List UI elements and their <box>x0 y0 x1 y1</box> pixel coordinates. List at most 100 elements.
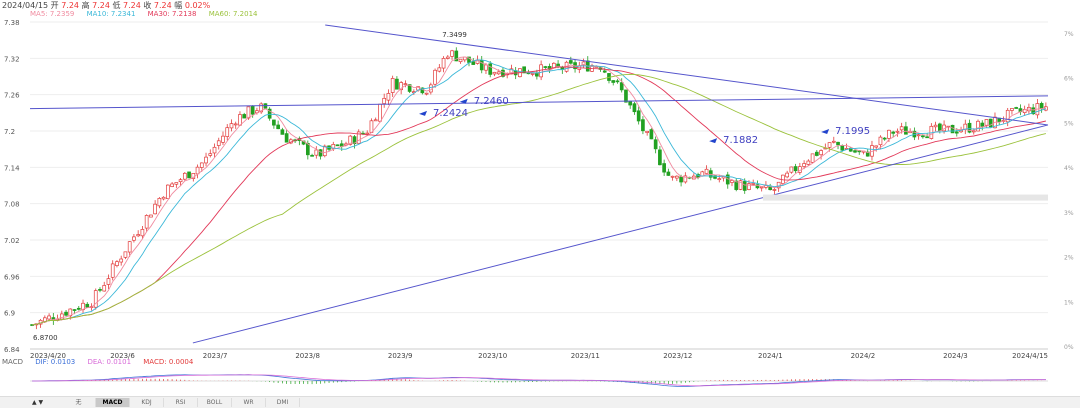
candle-body <box>683 175 688 183</box>
low-value: 7.24 <box>123 1 141 10</box>
candle-body <box>272 119 276 126</box>
candle-body <box>238 114 242 126</box>
candle-body <box>445 56 450 59</box>
candle-body <box>233 123 238 126</box>
candle-body <box>535 72 539 77</box>
x-tick-label: 2023/9 <box>388 352 413 360</box>
y2-tick-label: 5% <box>1064 120 1074 127</box>
candle-body <box>221 135 225 143</box>
candle-body <box>615 80 620 83</box>
candle-body <box>378 103 382 122</box>
candle-body <box>789 166 794 173</box>
macd-legend: MACD DIF: 0.0103 DEA: 0.0101 MACD: 0.000… <box>2 358 203 366</box>
candle-body <box>810 153 815 163</box>
price-annotation: 7.3499 <box>442 31 467 39</box>
candle-body <box>488 63 493 75</box>
candle-body <box>110 263 115 278</box>
candle-body <box>742 181 747 191</box>
candle-body <box>115 261 119 266</box>
tab-rsi[interactable]: RSI <box>164 398 198 407</box>
tab-wr[interactable]: WR <box>232 398 266 407</box>
candle-body <box>530 73 535 75</box>
y-tick-label: 7.32 <box>4 55 20 63</box>
candle-body <box>386 93 391 101</box>
candle-body <box>950 124 955 134</box>
candle-body <box>174 182 179 185</box>
candle-body <box>853 150 857 153</box>
support-band <box>762 194 1048 201</box>
candle-body <box>166 184 170 199</box>
x-tick-label: 2023/10 <box>478 352 507 360</box>
candle-body <box>390 78 395 93</box>
candle-body <box>242 114 247 119</box>
macd-legend-title: MACD <box>2 358 23 366</box>
candle-body <box>938 123 942 131</box>
change-label: 幅 <box>174 1 183 10</box>
scroll-arrows[interactable]: ▲ ▼ <box>32 399 44 406</box>
candle-body <box>140 229 145 237</box>
ma-legend: MA5: 7.2359 MA10: 7.2341 MA30: 7.2138 MA… <box>30 10 268 18</box>
candle-body <box>450 50 454 57</box>
high-value: 7.24 <box>92 1 110 10</box>
trendline <box>29 95 1049 110</box>
candle-body <box>178 179 183 183</box>
candle-body <box>267 108 272 119</box>
price-annotation: 7.1882 <box>723 135 758 146</box>
candle-body <box>649 129 654 140</box>
tab-dmi[interactable]: DMI <box>266 398 300 407</box>
candle-body <box>187 171 191 179</box>
x-tick-label: 2024/1 <box>758 352 783 360</box>
candle-body <box>933 124 938 128</box>
candle-body <box>759 186 764 189</box>
candle-body <box>916 134 921 137</box>
candle-body <box>658 149 662 166</box>
candle-body <box>602 70 607 73</box>
candle-body <box>666 171 671 176</box>
candle-body <box>305 142 310 156</box>
x-tick-label: 2023/11 <box>571 352 600 360</box>
candle-body <box>373 119 378 122</box>
tab-macd[interactable]: MACD <box>96 398 130 407</box>
candle-body <box>887 129 891 139</box>
tab-none[interactable]: 无 <box>62 398 96 407</box>
candle-body <box>314 149 319 156</box>
candle-body <box>280 129 285 135</box>
y2-tick-label: 7% <box>1064 31 1074 38</box>
candle-body <box>276 124 280 130</box>
candle-body <box>836 141 840 146</box>
tab-boll[interactable]: BOLL <box>198 398 232 407</box>
x-tick-label: 2023/6 <box>110 352 135 360</box>
candle-body <box>484 64 488 71</box>
header-date: 2024/04/15 <box>2 1 49 10</box>
candle-body <box>785 172 789 178</box>
candle-body <box>636 110 641 122</box>
y2-tick-label: 3% <box>1064 210 1074 217</box>
candle-body <box>1039 103 1044 110</box>
candle-body <box>98 289 102 291</box>
y2-tick-label: 6% <box>1064 76 1074 83</box>
candle-body <box>899 126 904 131</box>
candle-body <box>670 175 675 178</box>
candle-body <box>734 180 739 190</box>
candle-body <box>802 163 806 167</box>
candle-body <box>458 58 463 63</box>
candle-body <box>925 136 929 139</box>
y2-tick-label: 0% <box>1064 344 1074 351</box>
tab-kdj[interactable]: KDJ <box>130 398 164 407</box>
candle-body <box>704 168 709 174</box>
candle-body <box>149 214 153 218</box>
y2-tick-label: 2% <box>1064 255 1074 262</box>
candle-body <box>971 130 976 133</box>
candle-body <box>246 106 251 119</box>
ma30-legend: MA30: 7.2138 <box>147 10 197 18</box>
candle-body <box>471 61 476 65</box>
candle-body <box>806 160 811 165</box>
candle-body <box>144 215 149 229</box>
dea-legend: DEA: 0.0101 <box>87 358 132 366</box>
candle-body <box>441 58 446 69</box>
annotation-arrow <box>709 138 718 144</box>
candle-body <box>136 234 140 237</box>
candle-body <box>85 303 90 308</box>
candle-body <box>865 151 870 157</box>
